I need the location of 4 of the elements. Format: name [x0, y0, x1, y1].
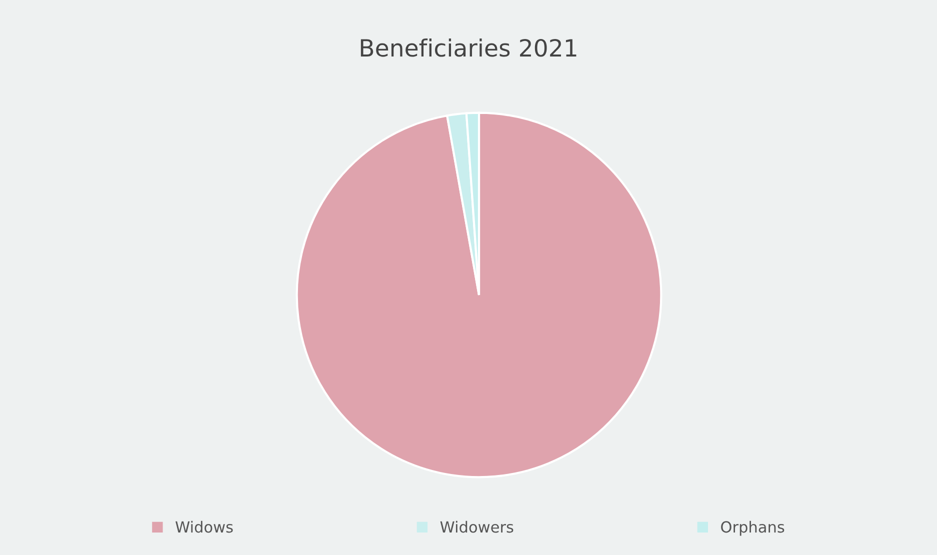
chart-title: Beneficiaries 2021: [360, 38, 576, 57]
legend-label: Widows: [176, 520, 233, 533]
legend-label: Orphans: [721, 520, 784, 536]
legend-label: Widowers: [440, 520, 514, 533]
